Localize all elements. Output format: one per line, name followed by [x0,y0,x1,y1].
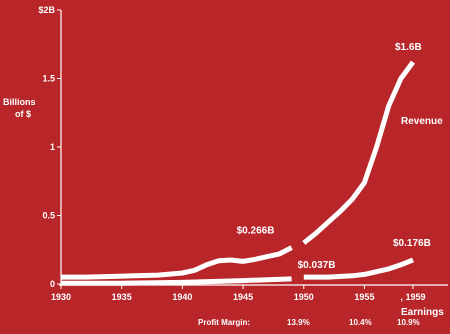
y-tick-label: 0 [50,279,55,289]
revenue-line-segment-2 [302,60,416,245]
y-tick-label: 1 [50,142,55,152]
x-tick-label: 1950 [294,292,314,302]
x-tick-label: 1940 [172,292,192,302]
x-tick-label: 1955 [354,292,374,302]
y-axis-label: Billions of $ [3,97,38,119]
earnings-series-label: Earnings [401,307,444,318]
earnings-line-segment-1 [60,276,292,286]
x-tick-label: 1945 [233,292,253,302]
y-tick-label: $2B [38,5,55,15]
y-tick-label: 0.5 [42,211,55,221]
revenue-series-label: Revenue [401,116,443,127]
value-annotation: $0.176B [393,238,431,249]
profit-margin-1959: 10.9% [397,318,420,327]
profit-margin-1930s: 13.9% [287,318,310,327]
x-tick-label: 1930 [51,292,71,302]
x-tick-label: 1935 [112,292,132,302]
y-axis-label-line-1: Billions [3,97,36,107]
x-tick-label: , 1959 [400,292,425,302]
value-annotation: $1.6B [395,42,422,53]
profit-margin-label: Profit Margin: [198,318,250,327]
revenue-line-segment-1 [61,245,293,280]
profit-margin-1950: 10.4% [349,318,372,327]
y-axis-label-line-2: of $ [15,109,31,119]
y-tick-label: 1.5 [42,74,55,84]
value-annotation: $0.266B [237,226,275,237]
earnings-line-segment-2 [303,257,414,280]
value-annotation: $0.037B [298,260,336,271]
